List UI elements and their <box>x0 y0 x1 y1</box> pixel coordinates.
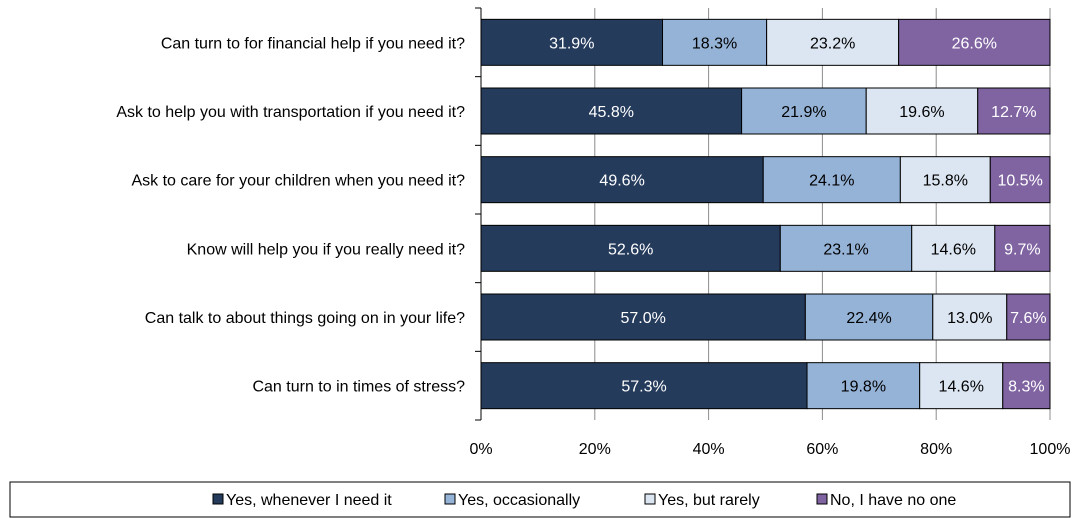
bar-segment <box>989 156 1051 204</box>
bar-segment <box>480 362 808 410</box>
legend-swatch <box>644 493 656 505</box>
category-label: Can turn to for financial help if you ne… <box>161 35 465 52</box>
data-label: 26.6% <box>952 35 997 52</box>
legend-item: Yes, occasionally <box>444 492 580 509</box>
bar-segment <box>762 156 901 204</box>
category-label: Ask to care for your children when you n… <box>131 173 465 190</box>
bar-segment <box>919 362 1004 410</box>
data-label: 24.1% <box>809 173 854 190</box>
grid-layer <box>480 8 1051 420</box>
axis-layer: 0% 20% 40% 60% 80% 100% Can turn to for financ… <box>116 7 1071 458</box>
legend-box <box>9 481 1071 518</box>
bar-segment <box>741 87 867 135</box>
bar-segment <box>1006 293 1051 341</box>
x-tick-label: 0% <box>469 441 492 458</box>
data-label: 49.6% <box>599 173 644 190</box>
data-label: 21.9% <box>781 104 826 121</box>
category-label: Know will help you if you really need it… <box>187 241 465 258</box>
data-label: 8.3% <box>1008 379 1044 396</box>
data-label: 23.2% <box>810 35 855 52</box>
legend-swatch <box>212 493 224 505</box>
legend-item: No, I have no one <box>816 492 956 509</box>
category-label: Can turn to in times of stress? <box>252 379 465 396</box>
data-label: 31.9% <box>549 35 594 52</box>
x-tick-label: 100% <box>1030 441 1071 458</box>
legend-label: Yes, whenever I need it <box>226 492 392 509</box>
data-label: 19.8% <box>841 379 886 396</box>
data-label: 52.6% <box>608 241 653 258</box>
bar-segment <box>480 87 743 135</box>
bar-segment <box>899 156 991 204</box>
bar-segment <box>480 293 806 341</box>
bar-segment <box>480 18 664 66</box>
bar-segment <box>977 87 1051 135</box>
data-label: 57.3% <box>621 379 666 396</box>
bar-segment <box>804 293 934 341</box>
x-tick-label: 20% <box>579 441 611 458</box>
data-label: 14.6% <box>931 241 976 258</box>
data-label: 10.5% <box>997 173 1042 190</box>
x-tick-label: 40% <box>693 441 725 458</box>
x-tick-label: 80% <box>920 441 952 458</box>
legend-label: No, I have no one <box>830 492 956 509</box>
legend-swatch <box>816 493 828 505</box>
category-label: Ask to help you with transportation if y… <box>116 104 465 121</box>
data-label: 9.7% <box>1004 241 1040 258</box>
data-label: 19.6% <box>899 104 944 121</box>
bar-segment <box>779 224 913 272</box>
bar-segment <box>480 224 781 272</box>
bar-segment <box>1002 362 1051 410</box>
legend-item: Yes, whenever I need it <box>212 492 392 509</box>
legend-label: Yes, occasionally <box>458 492 580 509</box>
data-label: 57.0% <box>620 310 665 327</box>
legend-item: Yes, but rarely <box>644 492 760 509</box>
category-label: Can talk to about things going on in you… <box>145 310 465 327</box>
data-label: 7.6% <box>1010 310 1046 327</box>
bar-segment <box>865 87 979 135</box>
data-label: 45.8% <box>589 104 634 121</box>
data-label: 23.1% <box>823 241 868 258</box>
data-label: 22.4% <box>846 310 891 327</box>
data-label: 12.7% <box>991 104 1036 121</box>
legend: Yes, whenever I need it Yes, occasionally… <box>9 481 1071 518</box>
bar-segment <box>480 156 764 204</box>
legend-swatch <box>444 493 456 505</box>
bars-layer: 31.9% 18.3% 23.2% 26.6% 45.8% 21.9% 19.6% 12.7%… <box>480 18 1051 410</box>
data-label: 18.3% <box>692 35 737 52</box>
data-label: 15.8% <box>923 173 968 190</box>
data-label: 13.0% <box>947 310 992 327</box>
legend-label: Yes, but rarely <box>658 492 760 509</box>
bar-segment <box>898 18 1051 66</box>
data-label: 14.6% <box>939 379 984 396</box>
bar-segment <box>994 224 1051 272</box>
x-tick-label: 60% <box>806 441 838 458</box>
